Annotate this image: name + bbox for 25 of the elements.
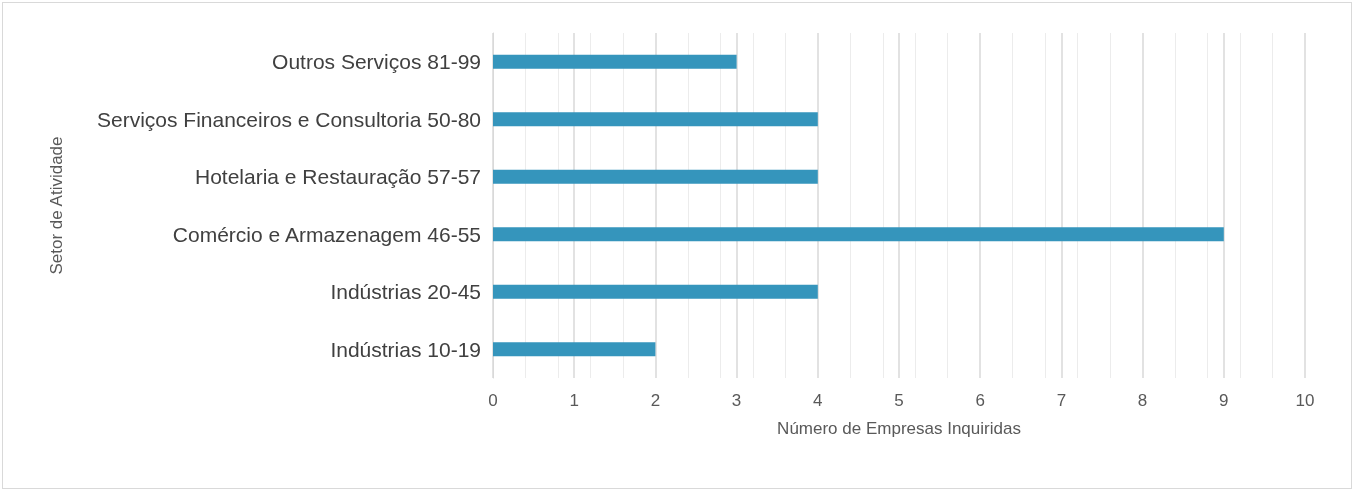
y-tick-label: Indústrias 10-19 xyxy=(330,337,481,361)
bar xyxy=(493,342,656,357)
x-tick-label: 3 xyxy=(731,391,742,410)
x-tick-label: 5 xyxy=(894,391,904,410)
y-tick-label: Hotelaria e Restauração 57-57 xyxy=(194,165,481,189)
x-tick-label: 7 xyxy=(1056,391,1067,410)
x-tick-label: 2 xyxy=(650,391,661,410)
bar xyxy=(493,112,818,127)
y-tick-label: Serviços Financeiros e Consultoria 50-80 xyxy=(96,107,481,131)
x-tick-label: 0 xyxy=(488,391,498,410)
x-tick-label: 1 xyxy=(569,391,579,410)
bar xyxy=(493,284,818,299)
x-axis-title: Número de Empresas Inquiridas xyxy=(777,419,1021,438)
bar xyxy=(493,54,737,69)
y-tick-label: Outros Serviços 81-99 xyxy=(272,50,481,74)
y-tick-label: Indústrias 20-45 xyxy=(330,280,481,304)
x-tick-label: 6 xyxy=(975,391,985,410)
bar xyxy=(493,227,1224,242)
x-tick-label: 4 xyxy=(813,391,823,410)
x-tick-label: 9 xyxy=(1219,391,1229,410)
y-axis-title: Setor de Atividade xyxy=(47,136,66,275)
bar xyxy=(493,169,818,184)
x-tick-label: 8 xyxy=(1137,391,1148,410)
y-tick-label: Comércio e Armazenagem 46-55 xyxy=(172,222,481,246)
x-tick-label: 10 xyxy=(1295,391,1315,410)
